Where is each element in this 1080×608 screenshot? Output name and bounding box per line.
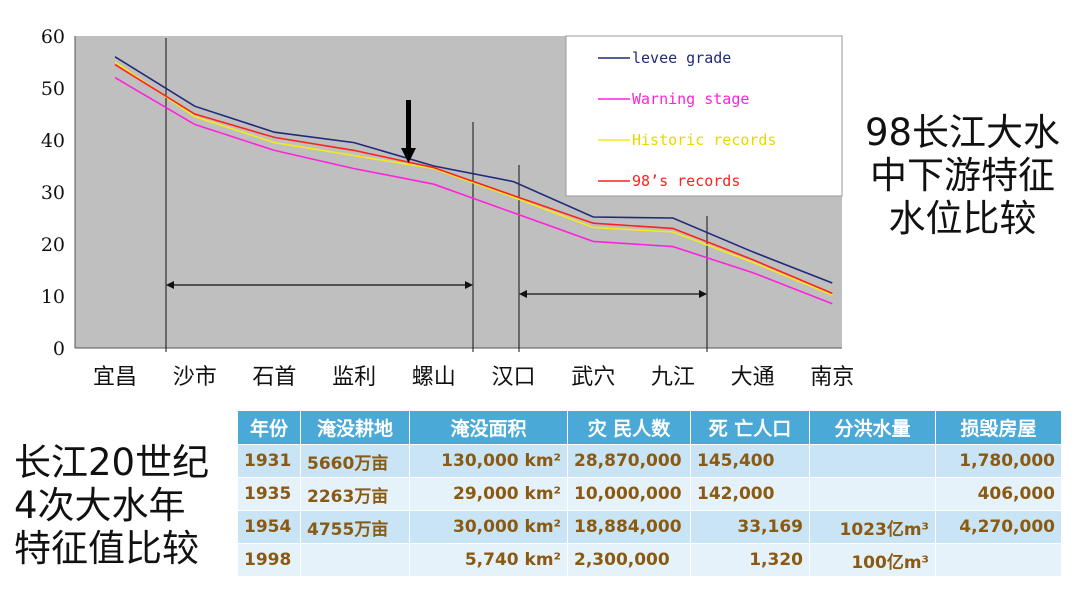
cell-flooded-area: 30,000 km²: [410, 511, 567, 543]
cell-victims: 18,884,000: [568, 511, 690, 543]
x-tick-label: 南京: [810, 365, 854, 390]
y-tick-label: 20: [41, 234, 65, 256]
cell-deaths: 1,320: [691, 544, 809, 576]
x-tick-label: 宜昌: [93, 365, 137, 390]
x-tick-labels: 宜昌 沙市 石首 监利 螺山 汉口 武穴 九江 大通 南京: [93, 365, 854, 390]
header-deaths: 死 亡人口: [691, 411, 809, 444]
cell-houses-destroyed: 406,000: [936, 478, 1061, 510]
section-markers: [165, 38, 708, 352]
series-line-historic-records: [114, 61, 833, 296]
cell-houses-destroyed: 1,780,000: [936, 445, 1061, 477]
range-arrow-lower-right-head: [699, 290, 707, 298]
series-line-levee-grade: [114, 56, 833, 284]
x-tick-label: 螺山: [412, 365, 456, 390]
header-year: 年份: [238, 411, 300, 444]
series-line-98-s-records: [114, 63, 833, 295]
y-tick-label: 50: [41, 78, 65, 100]
cell-victims: 28,870,000: [568, 445, 690, 477]
legend: levee grade Warning stage Historic records…: [565, 35, 843, 197]
x-tick-label: 九江: [651, 365, 695, 390]
header-flooded-area: 淹没面积: [410, 411, 567, 444]
cell-deaths: 142,000: [691, 478, 809, 510]
title-line-2: 4次大水年: [14, 483, 186, 527]
cell-diversion-volume: [810, 445, 935, 477]
legend-box: [565, 35, 843, 197]
cell-deaths: 145,400: [691, 445, 809, 477]
table-row: 1998 5,740 km² 2,300,000 1,320 100亿m³: [238, 544, 1061, 576]
cell-houses-destroyed: [936, 544, 1061, 576]
header-diversion-volume: 分洪水量: [810, 411, 935, 444]
cell-flooded-area: 5,740 km²: [410, 544, 567, 576]
x-tick-label: 武穴: [571, 365, 615, 390]
table-row: 1935 2263万亩 29,000 km² 10,000,000 142,00…: [238, 478, 1061, 510]
cell-diversion-volume: 1023亿m³: [810, 511, 935, 543]
cell-victims: 2,300,000: [568, 544, 690, 576]
legend-label: Warning stage: [632, 90, 749, 108]
cell-flooded-farmland: 5660万亩: [301, 445, 409, 477]
legend-label: levee grade: [632, 49, 731, 67]
x-tick-label: 沙市: [173, 365, 217, 390]
cell-diversion-volume: [810, 478, 935, 510]
series-lines: [114, 56, 833, 305]
cell-year: 1998: [238, 544, 300, 576]
cell-year: 1954: [238, 511, 300, 543]
legend-label: 98’s records: [632, 172, 740, 190]
cell-deaths: 33,169: [691, 511, 809, 543]
header-houses-destroyed: 损毁房屋: [936, 411, 1061, 444]
legend-items: levee grade Warning stage Historic records…: [598, 49, 777, 190]
header-flooded-farmland: 淹没耕地: [301, 411, 409, 444]
title-line-2: 中下游特征: [870, 153, 1055, 197]
cell-flooded-farmland: 4755万亩: [301, 511, 409, 543]
y-tick-label: 30: [41, 182, 65, 204]
range-arrow-lower-left-head: [519, 290, 527, 298]
y-tick-labels: 0 10 20 30 40 50 60: [41, 26, 65, 360]
title-line-3: 特征值比较: [14, 526, 199, 570]
chart-side-title: 98长江大水 中下游特征 水位比较: [855, 111, 1070, 241]
header-victims: 灾 民人数: [568, 411, 690, 444]
table-row: 1954 4755万亩 30,000 km² 18,884,000 33,169…: [238, 511, 1061, 543]
cell-flooded-area: 29,000 km²: [410, 478, 567, 510]
range-arrow-upper-right-head: [465, 281, 473, 289]
cell-flooded-farmland: 2263万亩: [301, 478, 409, 510]
range-arrow-upper-left-head: [166, 281, 174, 289]
x-tick-label: 大通: [731, 365, 775, 390]
y-tick-label: 10: [41, 286, 65, 308]
y-tick-label: 40: [41, 130, 65, 152]
cell-victims: 10,000,000: [568, 478, 690, 510]
cell-year: 1931: [238, 445, 300, 477]
cell-flooded-area: 130,000 km²: [410, 445, 567, 477]
flood-comparison-table: 年份 淹没耕地 淹没面积 灾 民人数 死 亡人口 分洪水量 损毁房屋 1931 …: [237, 410, 1062, 577]
cell-flooded-farmland: [301, 544, 409, 576]
y-tick-label: 60: [41, 26, 65, 48]
title-line-1: 长江20世纪: [14, 441, 210, 484]
title-line-3: 水位比较: [888, 196, 1037, 240]
water-level-chart: 0 10 20 30 40 50 60 宜昌 沙市 石首 监利 螺山 汉口 武穴 九江 大通 南京 levee…: [41, 26, 854, 390]
x-tick-label: 石首: [252, 365, 296, 390]
title-line-1: 98长江大水: [864, 111, 1061, 154]
x-tick-label: 监利: [332, 365, 376, 390]
luoshan-down-arrow: [401, 100, 416, 163]
cell-houses-destroyed: 4,270,000: [936, 511, 1061, 543]
table-header-row: 年份 淹没耕地 淹没面积 灾 民人数 死 亡人口 分洪水量 损毁房屋: [238, 411, 1061, 444]
table-row: 1931 5660万亩 130,000 km² 28,870,000 145,4…: [238, 445, 1061, 477]
cell-diversion-volume: 100亿m³: [810, 544, 935, 576]
legend-label: Historic records: [632, 131, 777, 149]
table-side-title: 长江20世纪 4次大水年 特征值比较: [14, 441, 229, 571]
down-arrow-head: [401, 148, 416, 163]
cell-year: 1935: [238, 478, 300, 510]
x-tick-label: 汉口: [491, 365, 535, 390]
series-line-warning-stage: [114, 76, 833, 305]
down-arrow-shaft: [406, 100, 411, 150]
y-tick-label: 0: [53, 338, 65, 360]
